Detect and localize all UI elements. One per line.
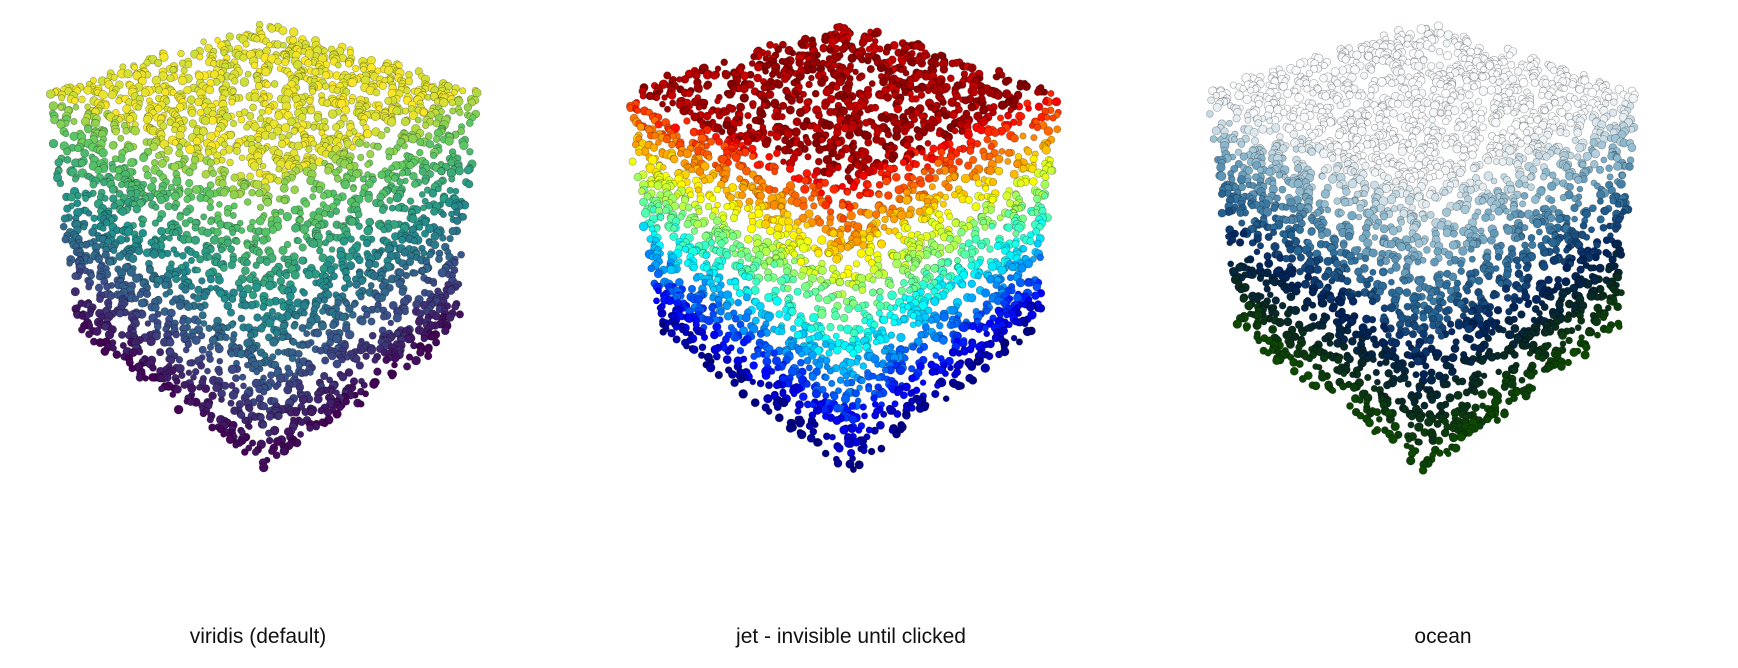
plot-panel-viridis[interactable]: viridis (default): [0, 0, 580, 668]
caption-viridis: viridis (default): [189, 625, 327, 648]
caption-ocean: ocean: [1414, 625, 1472, 648]
particle-cube-jet[interactable]: [580, 0, 1160, 560]
plot-panel-jet[interactable]: jet - invisible until clicked: [580, 0, 1160, 668]
caption-jet: jet - invisible until clicked: [736, 625, 966, 648]
plot-panel-ocean[interactable]: ocean: [1160, 0, 1738, 668]
particle-cloud: [45, 20, 482, 473]
particle-cloud: [1206, 21, 1639, 475]
particle-cloud: [625, 22, 1062, 473]
particle-cube-viridis[interactable]: [0, 0, 580, 560]
particle-cube-ocean[interactable]: [1160, 0, 1738, 560]
